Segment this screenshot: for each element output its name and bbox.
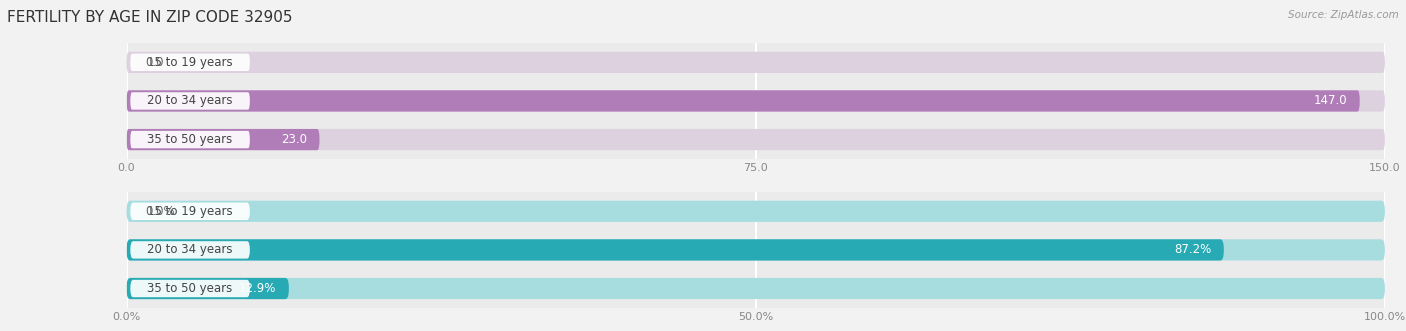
Text: 0.0: 0.0: [145, 56, 165, 69]
Text: 23.0: 23.0: [281, 133, 307, 146]
FancyBboxPatch shape: [131, 203, 250, 220]
Text: 20 to 34 years: 20 to 34 years: [148, 94, 233, 108]
FancyBboxPatch shape: [127, 239, 1223, 260]
FancyBboxPatch shape: [127, 239, 1385, 260]
Text: 35 to 50 years: 35 to 50 years: [148, 282, 233, 295]
FancyBboxPatch shape: [131, 54, 250, 71]
Text: 15 to 19 years: 15 to 19 years: [148, 56, 233, 69]
FancyBboxPatch shape: [127, 278, 1385, 299]
FancyBboxPatch shape: [127, 278, 288, 299]
FancyBboxPatch shape: [131, 92, 250, 110]
Text: FERTILITY BY AGE IN ZIP CODE 32905: FERTILITY BY AGE IN ZIP CODE 32905: [7, 10, 292, 25]
FancyBboxPatch shape: [127, 90, 1385, 112]
FancyBboxPatch shape: [127, 129, 1385, 150]
Text: 87.2%: 87.2%: [1174, 243, 1211, 257]
FancyBboxPatch shape: [127, 52, 1385, 73]
FancyBboxPatch shape: [131, 241, 250, 259]
Text: Source: ZipAtlas.com: Source: ZipAtlas.com: [1288, 10, 1399, 20]
Text: 12.9%: 12.9%: [239, 282, 277, 295]
Text: 35 to 50 years: 35 to 50 years: [148, 133, 233, 146]
Text: 20 to 34 years: 20 to 34 years: [148, 243, 233, 257]
Text: 147.0: 147.0: [1313, 94, 1347, 108]
FancyBboxPatch shape: [127, 201, 1385, 222]
Text: 15 to 19 years: 15 to 19 years: [148, 205, 233, 218]
FancyBboxPatch shape: [127, 129, 319, 150]
FancyBboxPatch shape: [131, 131, 250, 148]
FancyBboxPatch shape: [127, 90, 1360, 112]
FancyBboxPatch shape: [131, 280, 250, 297]
Text: 0.0%: 0.0%: [145, 205, 174, 218]
